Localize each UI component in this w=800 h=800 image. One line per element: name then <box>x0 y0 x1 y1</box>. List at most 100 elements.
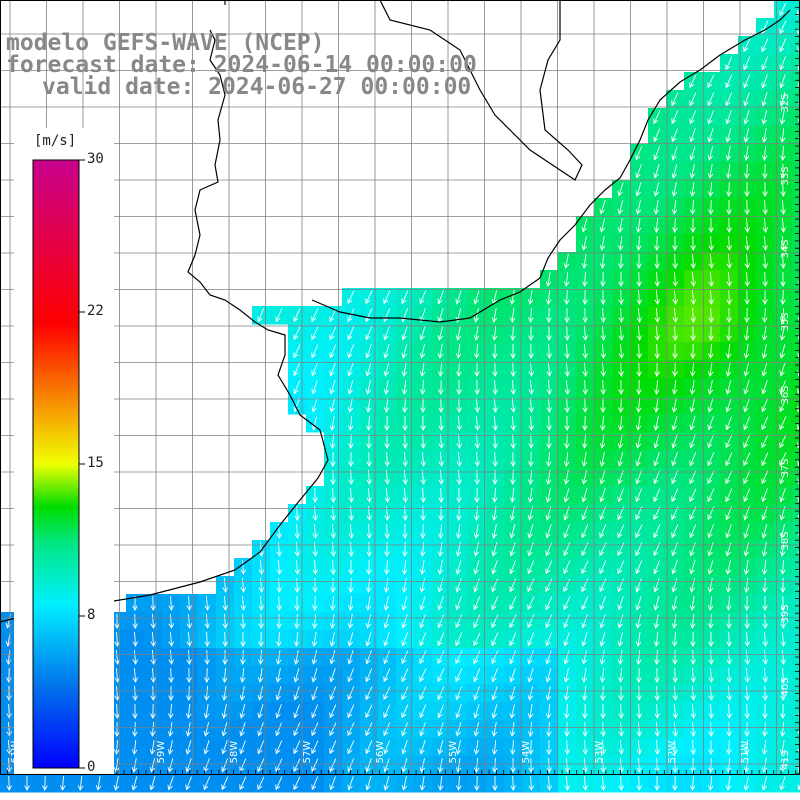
wind-arrow <box>672 703 679 719</box>
wind-arrow <box>744 613 750 629</box>
wind-arrow <box>311 308 319 323</box>
wind-arrow <box>221 758 229 773</box>
wind-arrow <box>779 488 786 503</box>
wind-arrow <box>312 595 318 611</box>
colorbar-gradient <box>32 159 80 769</box>
wind-arrow <box>311 398 318 413</box>
wind-arrow <box>761 307 768 323</box>
wind-arrow <box>437 704 444 719</box>
wind-arrow <box>761 434 769 449</box>
wind-arrow <box>437 758 444 773</box>
wind-arrow <box>437 632 445 647</box>
wind-arrow <box>402 397 408 413</box>
wind-arrow <box>491 542 498 557</box>
wind-arrow <box>401 632 408 647</box>
wind-arrow <box>276 577 283 593</box>
wind-arrow <box>654 361 660 377</box>
wind-arrow <box>563 614 571 629</box>
wind-arrow <box>185 776 192 791</box>
wind-arrow <box>528 415 535 431</box>
wind-arrow <box>707 470 715 485</box>
wind-arrow <box>672 289 679 305</box>
wind-arrow <box>689 596 696 611</box>
wind-arrow <box>311 704 319 719</box>
wind-cell <box>792 180 800 199</box>
wind-arrow <box>329 668 336 683</box>
wind-arrow <box>654 721 661 737</box>
wind-arrow <box>618 325 625 341</box>
wind-arrow <box>294 577 300 593</box>
wind-arrow <box>726 739 732 755</box>
wind-arrow <box>132 631 139 647</box>
wind-arrow <box>690 307 697 323</box>
wind-arrow <box>419 758 426 773</box>
wind-arrow <box>744 217 751 233</box>
wind-arrow <box>77 775 84 791</box>
wind-arrow <box>744 631 751 647</box>
wind-arrow <box>492 433 499 449</box>
wind-arrow <box>438 487 444 503</box>
wind-arrow <box>564 757 571 773</box>
wind-arrow <box>761 524 768 539</box>
wind-arrow <box>726 181 732 197</box>
wind-arrow <box>168 613 175 629</box>
wind-arrow <box>149 721 156 737</box>
wind-arrow <box>455 560 462 575</box>
wind-arrow <box>618 361 624 377</box>
wind-arrow <box>528 739 534 755</box>
wind-arrow <box>672 685 679 701</box>
wind-arrow <box>761 56 769 71</box>
wind-arrow <box>689 560 696 575</box>
wind-arrow <box>762 667 769 683</box>
wind-arrow <box>545 272 552 287</box>
wind-arrow <box>347 614 354 629</box>
wind-arrow <box>510 757 516 773</box>
wind-arrow <box>599 218 606 233</box>
wind-arrow <box>258 577 265 593</box>
wind-arrow <box>762 721 768 737</box>
wind-arrow <box>473 650 481 665</box>
wind-arrow <box>510 361 516 377</box>
wind-arrow <box>743 92 750 107</box>
latitude-label: 36S <box>780 385 791 404</box>
wind-arrow <box>383 776 390 791</box>
wind-arrow <box>708 740 714 755</box>
wind-arrow <box>671 182 678 197</box>
wind-arrow <box>744 307 750 323</box>
wind-arrow <box>653 128 661 143</box>
wind-arrow <box>743 434 751 449</box>
wind-arrow <box>762 596 768 611</box>
wind-arrow <box>707 434 715 449</box>
wind-arrow <box>725 776 732 791</box>
wind-arrow <box>635 146 643 161</box>
wind-arrow <box>474 397 481 413</box>
wind-arrow <box>653 470 661 485</box>
longitude-label: 51W <box>740 741 751 764</box>
wind-arrow <box>347 722 355 737</box>
wind-arrow <box>437 560 444 575</box>
wind-arrow <box>636 721 643 737</box>
wind-arrow <box>618 253 624 269</box>
wind-arrow <box>779 92 786 107</box>
wind-arrow <box>527 578 535 593</box>
wind-arrow <box>743 38 751 53</box>
wind-arrow <box>509 632 517 647</box>
latitude-label: 40S <box>780 677 791 696</box>
wind-arrow <box>689 488 697 503</box>
wind-arrow <box>95 776 102 791</box>
wind-arrow <box>401 776 408 791</box>
wind-arrow <box>671 470 679 485</box>
wind-arrow <box>312 577 318 593</box>
wind-arrow <box>365 740 373 755</box>
wind-arrow <box>726 685 733 701</box>
wind-arrow <box>743 110 750 125</box>
wind-arrow <box>599 596 606 611</box>
wind-arrow <box>780 289 786 305</box>
wind-arrow <box>509 650 517 665</box>
wind-arrow <box>438 433 445 449</box>
wind-arrow <box>401 740 408 755</box>
wind-arrow <box>456 451 463 467</box>
wind-arrow <box>636 325 643 341</box>
wind-cell <box>792 234 800 253</box>
wind-arrow <box>743 758 750 773</box>
